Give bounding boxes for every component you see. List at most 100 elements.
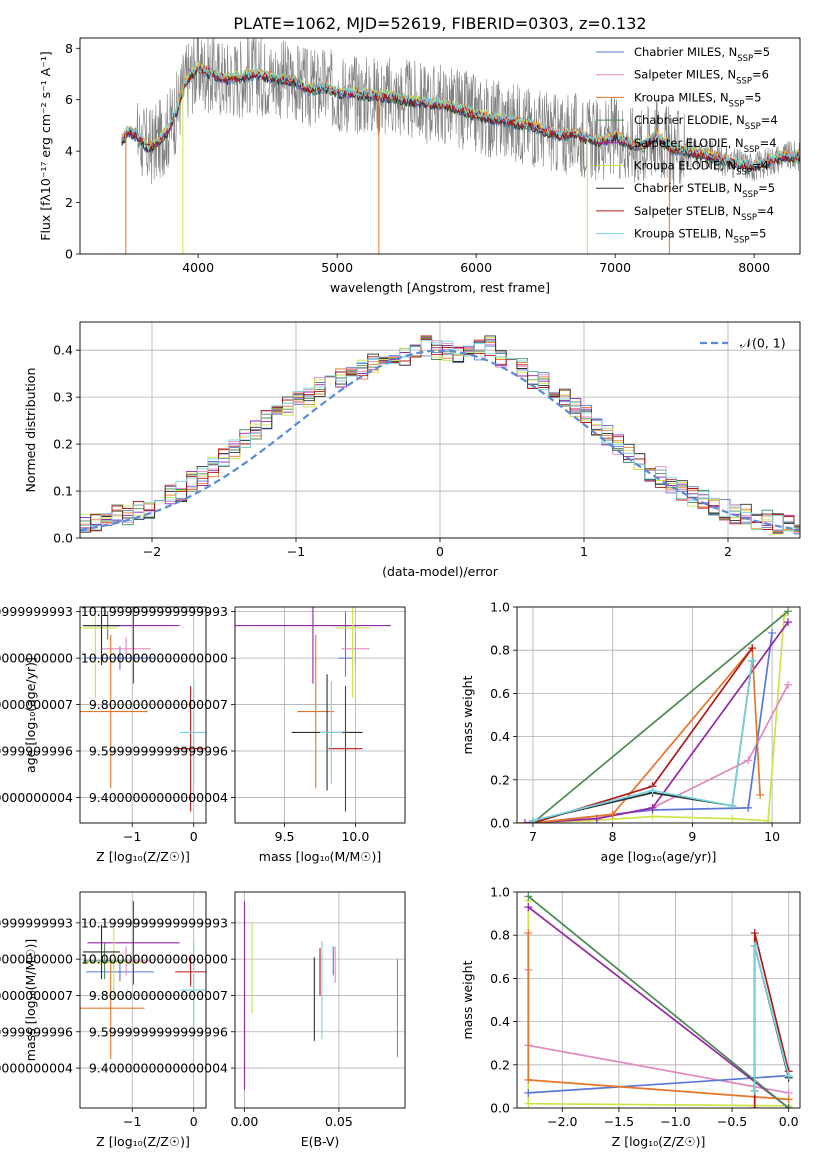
y-axis-label: Normed distribution	[23, 368, 38, 493]
weight-marker	[750, 942, 759, 950]
y-tick-label: 1.0	[490, 600, 510, 615]
y-tick-label: 0.2	[53, 437, 73, 452]
x-tick-label: 7	[529, 829, 537, 844]
plot-area-mass-vs-ebv	[235, 892, 405, 1108]
weight-marker	[524, 1088, 533, 1097]
y-tick-label: 9.5999999999999996	[0, 744, 73, 759]
weight-line	[517, 615, 785, 823]
x-tick-label: 6000	[460, 260, 492, 275]
plot-area-massweight-vs-age	[517, 607, 800, 823]
weight-marker	[584, 816, 593, 823]
x-axis-label: mass [log₁₀(M/M☉)]	[259, 849, 381, 864]
y-tick-label: 0.4	[53, 343, 73, 358]
weight-marker	[750, 1086, 759, 1095]
y-tick-label: 0.0	[490, 1101, 510, 1116]
plot-area-age-vs-mass	[235, 607, 405, 823]
weight-marker	[728, 801, 737, 810]
weight-marker	[528, 816, 537, 823]
axes-frame	[79, 321, 801, 539]
y-tick-label: 10.0000000000000000	[0, 651, 73, 666]
y-tick-label: 0.3	[53, 390, 73, 405]
y-tick-label: 9.4000000000000004	[0, 1061, 73, 1076]
y-tick-label: 10.1999999999999993	[0, 604, 73, 619]
y-tick-label: 8	[65, 41, 73, 56]
axes-frame	[234, 891, 406, 1109]
weight-line	[528, 1074, 789, 1094]
residual-histogram	[80, 339, 800, 532]
weight-marker	[750, 1104, 759, 1108]
observed-spectrum	[121, 38, 800, 189]
y-tick-label: 0.2	[490, 1057, 510, 1072]
y-tick-label: 9.5999999999999996	[89, 744, 228, 759]
x-tick-label: 7000	[599, 260, 631, 275]
weight-line	[532, 610, 789, 823]
x-axis-label: Z [log₁₀(Z/Z☉)]	[96, 849, 190, 864]
y-tick-label: 1.0	[490, 885, 510, 900]
x-tick-label: −0.5	[717, 1114, 747, 1129]
weight-line	[532, 645, 761, 823]
x-tick-label: 9	[688, 829, 696, 844]
y-tick-label: 9.8000000000000007	[89, 988, 228, 1003]
y-tick-label: 0.0	[53, 531, 73, 546]
y-tick-label: 2	[65, 195, 73, 210]
x-axis-label: E(B-V)	[301, 1134, 340, 1149]
weight-marker	[608, 810, 617, 819]
weight-marker	[784, 618, 793, 627]
y-tick-label: 9.4000000000000004	[89, 1061, 228, 1076]
y-tick-label: 10.1999999999999993	[81, 915, 228, 930]
x-tick-label: 0	[436, 544, 444, 559]
weight-marker	[784, 1071, 793, 1080]
residual-histogram	[80, 337, 800, 535]
weight-line	[532, 660, 754, 822]
legend-entry: 𝒩(0, 1)	[740, 336, 786, 351]
y-tick-label: 10.0000000000000000	[81, 651, 228, 666]
weight-line	[532, 660, 754, 822]
weight-marker	[744, 756, 753, 765]
x-tick-label: −1	[123, 1114, 141, 1129]
x-axis-label: age [log₁₀(age/yr)]	[601, 849, 717, 864]
plot-area-massweight-vs-Z	[517, 892, 800, 1108]
x-axis-label: (data-model)/error	[382, 564, 499, 579]
y-axis-label: Flux [fλ10⁻¹⁷ erg cm⁻² s⁻¹ A⁻¹]	[38, 51, 53, 240]
weight-marker	[524, 929, 533, 938]
panel-mass-vs-Z: −1 0 9.4000000000000004 9.5999999999999996 9…	[0, 891, 207, 1149]
axes-frame	[79, 606, 207, 824]
residual-histogram	[80, 337, 800, 534]
weight-marker	[768, 628, 777, 637]
axes-frame	[516, 606, 801, 824]
residual-histogram	[80, 344, 800, 535]
weight-marker	[524, 892, 533, 901]
residual-histogram	[80, 334, 800, 534]
panel-spectrum: 4000 5000 6000 7000 8000 0 2 4 6 8 wavelength [Ang…	[38, 37, 801, 295]
x-tick-label: 4000	[182, 260, 214, 275]
panel-massweight-vs-Z: −2.0 −1.5 −1.0 −0.5 0.0 0.0 0.2 0.4 0.6 0.8 1.0 Z […	[460, 885, 801, 1149]
y-tick-label: 0.0	[490, 816, 510, 831]
y-tick-label: 0	[65, 247, 73, 262]
y-tick-label: 0.6	[490, 686, 510, 701]
x-tick-label: 0.05	[325, 1114, 353, 1129]
panel-age-vs-mass: 9.5 10.0 9.4000000000000004 9.5999999999999…	[81, 604, 406, 864]
weight-marker	[648, 786, 657, 795]
x-tick-label: 5000	[321, 260, 353, 275]
x-tick-label: 0.00	[231, 1114, 259, 1129]
x-tick-label: −1	[123, 829, 141, 844]
y-tick-label: 0.2	[490, 772, 510, 787]
weight-line	[527, 906, 790, 1108]
x-tick-label: 9.5	[275, 829, 295, 844]
y-tick-label: 10.1999999999999993	[81, 604, 228, 619]
legend-entry: Kroupa MILES, NSSP=5	[634, 90, 761, 109]
weight-marker	[784, 680, 793, 689]
legend-entry: Salpeter STELIB, NSSP=4	[634, 204, 774, 223]
weight-line	[527, 933, 789, 1101]
y-tick-label: 0.8	[490, 928, 510, 943]
residual-histogram	[80, 339, 800, 532]
panel-age-vs-Z: −1 0 9.4000000000000004 9.5999999999999996 9…	[0, 604, 207, 864]
weight-line	[753, 945, 790, 1091]
y-axis-label: mass weight	[460, 960, 475, 1039]
weight-marker	[748, 657, 757, 665]
x-tick-label: 0.0	[779, 1114, 799, 1129]
y-tick-label: 9.8000000000000007	[89, 697, 228, 712]
y-tick-label: 9.5999999999999996	[0, 1024, 73, 1039]
y-tick-label: 0.6	[490, 971, 510, 986]
